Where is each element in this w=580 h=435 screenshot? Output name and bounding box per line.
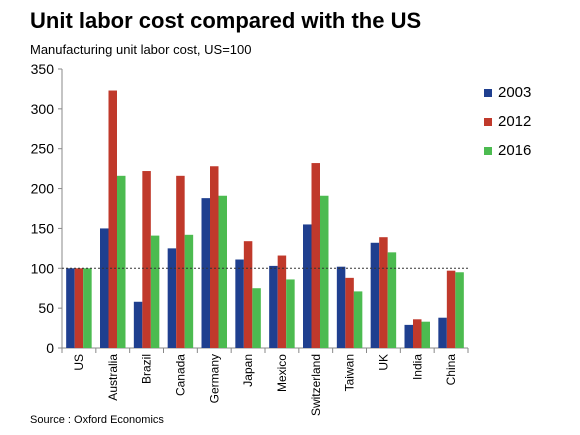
bar-2012-us <box>74 268 84 348</box>
bar-2012-canada <box>176 175 185 348</box>
y-tick-label: 200 <box>31 181 55 197</box>
bar-2003-india <box>404 324 413 348</box>
chart-subtitle: Manufacturing unit labor cost, US=100 <box>30 42 252 57</box>
y-tick-label: 250 <box>31 141 55 157</box>
legend-swatch-2016 <box>484 147 492 155</box>
chart-title: Unit labor cost compared with the US <box>30 8 422 33</box>
bar-2012-brazil <box>142 171 151 348</box>
y-tick-label: 150 <box>31 220 55 236</box>
bar-2012-australia <box>108 90 117 348</box>
bar-2016-china <box>455 272 464 348</box>
bar-2012-taiwan <box>345 277 354 348</box>
bar-2016-germany <box>218 195 227 348</box>
bar-2016-australia <box>117 175 126 348</box>
x-tick-label: China <box>444 354 458 386</box>
x-tick-label: Brazil <box>140 354 154 384</box>
bar-2012-japan <box>243 241 253 348</box>
legend-swatch-2003 <box>484 89 492 97</box>
x-tick-label: Mexico <box>275 354 289 392</box>
bar-2016-india <box>421 321 430 348</box>
bar-2003-germany <box>201 198 210 348</box>
bar-2016-uk <box>387 252 397 348</box>
x-tick-label: Germany <box>207 354 221 403</box>
bar-2003-canada <box>167 248 177 348</box>
x-tick-label: Switzerland <box>309 354 323 416</box>
x-tick-label: India <box>410 354 424 380</box>
x-tick-label: US <box>72 354 86 371</box>
y-tick-label: 300 <box>31 101 55 117</box>
y-tick-label: 100 <box>31 260 55 276</box>
bar-2012-india <box>413 319 422 348</box>
legend-label-2016: 2016 <box>498 142 531 159</box>
bar-2003-us <box>66 268 75 348</box>
bar-2003-taiwan <box>336 266 346 348</box>
legend-label-2012: 2012 <box>498 113 531 130</box>
source-note: Source : Oxford Economics <box>30 414 164 426</box>
bar-2003-mexico <box>269 265 278 348</box>
bar-2003-switzerland <box>303 224 312 348</box>
bar-2016-japan <box>252 288 261 348</box>
x-tick-label: Australia <box>106 354 120 401</box>
bar-2012-uk <box>379 237 388 348</box>
bar-2003-uk <box>370 242 380 348</box>
legend-swatch-2012 <box>484 118 492 126</box>
bar-2012-switzerland <box>311 163 320 348</box>
x-tick-label: UK <box>376 354 390 371</box>
bar-2003-brazil <box>133 301 143 348</box>
y-tick-label: 350 <box>31 61 55 77</box>
bar-2003-japan <box>235 259 244 348</box>
y-tick-label: 50 <box>38 300 54 316</box>
x-tick-label: Canada <box>173 354 187 396</box>
x-tick-label: Japan <box>241 354 255 387</box>
bar-2003-china <box>438 317 447 348</box>
x-tick-label: Taiwan <box>343 354 357 391</box>
bar-2003-australia <box>100 228 109 348</box>
bar-2016-switzerland <box>320 195 329 348</box>
bar-2016-mexico <box>286 279 295 348</box>
bar-2016-us <box>83 268 92 348</box>
bar-2016-canada <box>184 234 194 348</box>
bar-2016-brazil <box>150 235 160 348</box>
legend-label-2003: 2003 <box>498 84 531 101</box>
bar-2012-mexico <box>277 255 287 348</box>
bar-2012-germany <box>210 166 219 348</box>
bar-2012-china <box>446 270 456 348</box>
bar-2016-taiwan <box>353 291 363 348</box>
y-tick-label: 0 <box>46 340 54 356</box>
